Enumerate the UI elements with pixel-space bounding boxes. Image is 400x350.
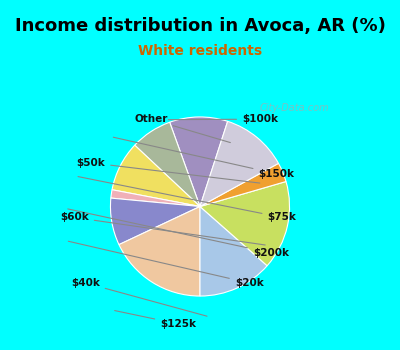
Wedge shape bbox=[200, 182, 290, 266]
Wedge shape bbox=[200, 163, 286, 206]
Wedge shape bbox=[119, 206, 200, 296]
Text: $200k: $200k bbox=[68, 209, 289, 258]
Text: $75k: $75k bbox=[78, 177, 296, 222]
Wedge shape bbox=[110, 198, 200, 245]
Wedge shape bbox=[112, 145, 200, 206]
Wedge shape bbox=[200, 206, 267, 296]
Text: White residents: White residents bbox=[138, 44, 262, 58]
Text: Other: Other bbox=[134, 114, 230, 142]
Text: $100k: $100k bbox=[168, 114, 278, 124]
Text: $20k: $20k bbox=[68, 241, 264, 288]
Wedge shape bbox=[111, 190, 200, 206]
Wedge shape bbox=[200, 121, 278, 206]
Text: $40k: $40k bbox=[71, 278, 207, 316]
Text: City-Data.com: City-Data.com bbox=[260, 103, 330, 113]
Text: $125k: $125k bbox=[115, 310, 196, 329]
Text: Income distribution in Avoca, AR (%): Income distribution in Avoca, AR (%) bbox=[14, 18, 386, 35]
Wedge shape bbox=[170, 117, 228, 206]
Text: $60k: $60k bbox=[60, 212, 265, 245]
Wedge shape bbox=[135, 122, 200, 206]
Text: $50k: $50k bbox=[76, 158, 260, 183]
Text: $150k: $150k bbox=[113, 137, 294, 179]
